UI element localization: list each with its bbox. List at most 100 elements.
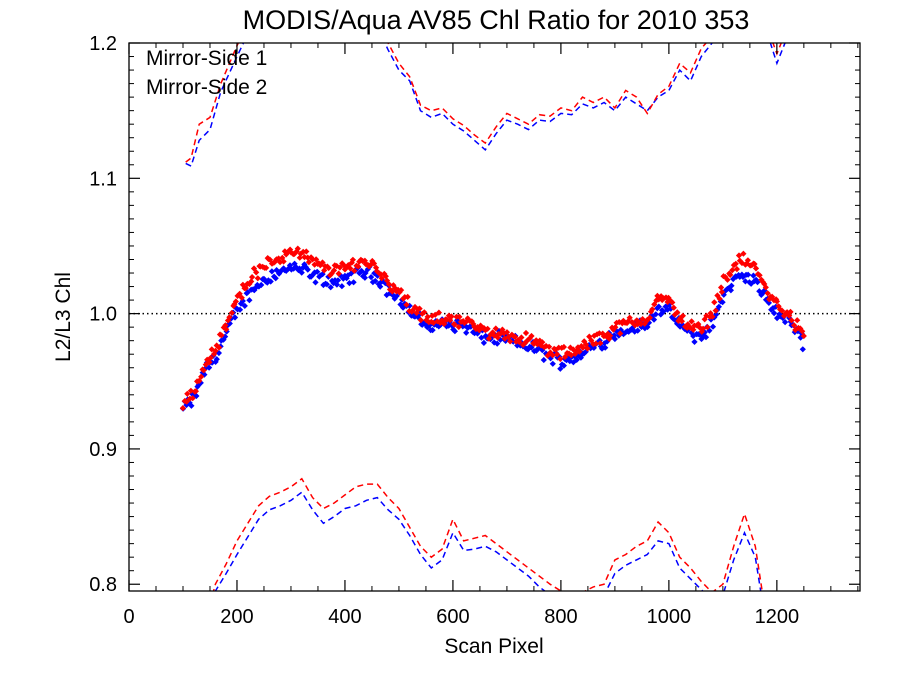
envelope-upper-series-2 xyxy=(185,43,783,163)
data-point-series-1 xyxy=(258,281,265,289)
data-point-series-2 xyxy=(451,321,458,328)
data-point-series-1 xyxy=(268,268,276,275)
data-point-series-2 xyxy=(788,317,795,324)
data-point-series-1 xyxy=(205,364,213,371)
data-point-series-2 xyxy=(385,281,393,288)
data-point-series-1 xyxy=(333,281,341,288)
data-point-series-2 xyxy=(349,256,357,263)
data-point-series-2 xyxy=(330,267,338,274)
plot-area xyxy=(129,43,860,591)
data-point-series-2 xyxy=(248,273,256,281)
legend-item-mirror-side-2: Mirror-Side 2 xyxy=(146,76,267,99)
y-tick-label: 0.8 xyxy=(89,574,117,596)
envelope-lines xyxy=(185,43,799,591)
x-tick-label: 600 xyxy=(436,606,469,628)
data-point-series-2 xyxy=(794,317,801,324)
data-point-series-1 xyxy=(367,273,375,281)
envelope-lower-series-2 xyxy=(212,477,763,591)
data-point-series-2 xyxy=(351,267,358,274)
x-axis-label: Scan Pixel xyxy=(444,635,543,658)
data-point-series-2 xyxy=(403,301,410,308)
data-point-series-2 xyxy=(688,318,695,325)
data-point-series-2 xyxy=(606,332,614,339)
data-point-series-2 xyxy=(762,284,769,291)
data-point-series-2 xyxy=(321,267,328,274)
data-point-series-1 xyxy=(267,278,274,285)
data-point-series-2 xyxy=(744,257,752,264)
data-point-series-2 xyxy=(511,333,519,340)
data-point-series-1 xyxy=(272,275,279,282)
data-point-series-2 xyxy=(549,352,556,359)
envelope-lower-series-1 xyxy=(214,491,762,591)
data-point-series-1 xyxy=(765,299,773,307)
data-point-series-1 xyxy=(549,360,556,367)
x-tick-label: 400 xyxy=(328,606,361,628)
data-point-series-2 xyxy=(773,298,781,305)
legend-item-mirror-side-1: Mirror-Side 1 xyxy=(146,47,267,70)
data-point-series-1 xyxy=(429,326,436,334)
data-point-series-2 xyxy=(790,322,798,329)
x-tick-labels: 0 200 400 600 800 1000 1200 xyxy=(123,606,799,628)
data-point-series-2 xyxy=(280,258,287,265)
data-point-series-1 xyxy=(494,340,501,347)
data-point-series-1 xyxy=(323,281,331,288)
data-point-series-2 xyxy=(456,313,463,321)
data-point-series-2 xyxy=(492,325,499,332)
data-point-series-1 xyxy=(246,297,253,304)
data-point-series-1 xyxy=(338,283,346,290)
data-point-series-2 xyxy=(254,275,261,282)
data-point-series-1 xyxy=(451,328,459,335)
data-point-series-1 xyxy=(312,279,319,286)
data-point-series-1 xyxy=(372,277,379,285)
data-point-series-2 xyxy=(309,256,316,263)
data-point-series-2 xyxy=(553,351,561,358)
data-point-series-1 xyxy=(540,356,547,364)
data-point-series-1 xyxy=(314,268,321,275)
data-point-series-2 xyxy=(335,270,342,277)
data-point-series-2 xyxy=(503,329,511,336)
data-point-series-2 xyxy=(484,325,491,332)
data-point-series-1 xyxy=(346,279,353,287)
data-point-series-2 xyxy=(732,260,739,267)
data-point-series-2 xyxy=(347,265,354,272)
chart-title: MODIS/Aqua AV85 Chl Ratio for 2010 353 xyxy=(243,5,750,35)
y-tick-label: 1.1 xyxy=(89,168,117,190)
x-tick-label: 200 xyxy=(220,606,253,628)
x-tick-label: 1200 xyxy=(755,606,800,628)
data-point-series-1 xyxy=(298,269,305,276)
data-point-series-1 xyxy=(463,329,470,336)
data-point-series-2 xyxy=(787,308,794,316)
plot-frame xyxy=(128,42,861,592)
data-point-series-2 xyxy=(506,338,514,345)
x-tick-label: 800 xyxy=(544,606,577,628)
data-point-series-2 xyxy=(799,328,806,335)
axis-ticks xyxy=(128,42,860,591)
data-point-series-2 xyxy=(262,264,270,272)
data-point-series-1 xyxy=(652,311,659,318)
data-point-series-2 xyxy=(674,309,681,316)
data-point-series-1 xyxy=(393,292,400,300)
data-point-series-2 xyxy=(424,313,431,321)
data-point-series-2 xyxy=(294,245,301,252)
data-point-series-2 xyxy=(448,313,455,320)
y-tick-labels: 0.8 0.9 1.0 1.1 1.2 xyxy=(89,33,117,596)
data-point-series-2 xyxy=(305,258,313,266)
data-point-series-2 xyxy=(325,264,332,272)
data-point-series-2 xyxy=(649,306,656,313)
x-tick-label: 1000 xyxy=(647,606,692,628)
data-point-series-2 xyxy=(756,272,763,279)
data-point-series-2 xyxy=(717,284,725,291)
data-point-series-2 xyxy=(404,293,411,301)
data-point-series-1 xyxy=(709,323,717,330)
data-point-series-1 xyxy=(715,303,723,310)
data-point-series-2 xyxy=(319,259,326,266)
data-point-series-2 xyxy=(421,309,428,316)
data-point-series-2 xyxy=(752,265,760,272)
data-point-series-2 xyxy=(764,290,771,297)
data-point-series-1 xyxy=(361,274,369,281)
data-point-series-2 xyxy=(711,299,718,306)
data-point-series-2 xyxy=(253,269,260,276)
data-point-series-1 xyxy=(691,338,698,346)
data-point-series-2 xyxy=(455,323,462,331)
